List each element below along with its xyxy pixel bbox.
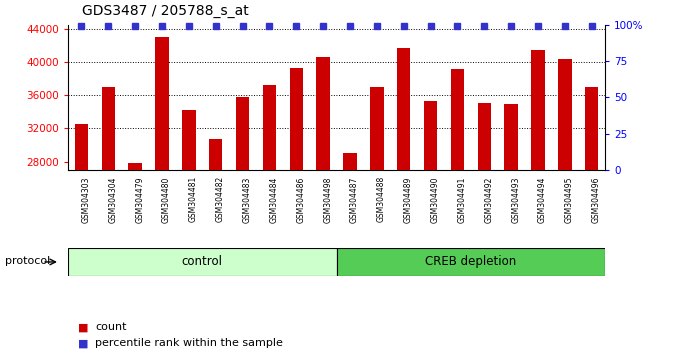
Text: GSM304490: GSM304490 — [430, 176, 439, 223]
Text: GSM304496: GSM304496 — [592, 176, 600, 223]
Text: GSM304488: GSM304488 — [377, 176, 386, 222]
Bar — [155, 37, 169, 170]
Bar — [182, 110, 196, 170]
Text: CREB depletion: CREB depletion — [425, 256, 517, 268]
Text: GSM304482: GSM304482 — [216, 176, 224, 222]
Text: GSM304495: GSM304495 — [565, 176, 574, 223]
Text: GSM304303: GSM304303 — [82, 176, 90, 223]
Text: protocol: protocol — [5, 256, 51, 266]
Text: GSM304483: GSM304483 — [243, 176, 252, 223]
Bar — [505, 104, 518, 170]
Text: GSM304493: GSM304493 — [511, 176, 520, 223]
Text: count: count — [95, 322, 126, 332]
Text: GSM304484: GSM304484 — [269, 176, 278, 223]
Bar — [531, 51, 545, 170]
Text: GSM304481: GSM304481 — [189, 176, 198, 222]
Text: GSM304489: GSM304489 — [404, 176, 413, 223]
Bar — [370, 87, 384, 170]
Bar — [343, 153, 357, 170]
Bar — [101, 87, 115, 170]
Text: percentile rank within the sample: percentile rank within the sample — [95, 338, 283, 348]
Text: GSM304304: GSM304304 — [108, 176, 117, 223]
Bar — [585, 87, 598, 170]
Text: GSM304492: GSM304492 — [484, 176, 493, 223]
Bar — [290, 68, 303, 170]
Text: GSM304480: GSM304480 — [162, 176, 171, 223]
Bar — [397, 48, 411, 170]
Text: GSM304486: GSM304486 — [296, 176, 305, 223]
Bar — [316, 57, 330, 170]
Bar — [68, 248, 337, 276]
Bar — [424, 101, 437, 170]
Bar — [262, 85, 276, 170]
Bar — [451, 69, 464, 170]
Text: GSM304494: GSM304494 — [538, 176, 547, 223]
Bar — [129, 163, 142, 170]
Text: ■: ■ — [78, 322, 88, 332]
Text: GSM304498: GSM304498 — [323, 176, 332, 223]
Bar — [75, 124, 88, 170]
Text: GDS3487 / 205788_s_at: GDS3487 / 205788_s_at — [82, 4, 248, 18]
Bar — [558, 59, 572, 170]
Text: GSM304487: GSM304487 — [350, 176, 359, 223]
Bar — [337, 248, 605, 276]
Bar — [477, 103, 491, 170]
Text: GSM304491: GSM304491 — [458, 176, 466, 223]
Bar — [209, 139, 222, 170]
Text: ■: ■ — [78, 338, 88, 348]
Bar — [236, 97, 250, 170]
Text: GSM304479: GSM304479 — [135, 176, 144, 223]
Text: control: control — [182, 256, 223, 268]
